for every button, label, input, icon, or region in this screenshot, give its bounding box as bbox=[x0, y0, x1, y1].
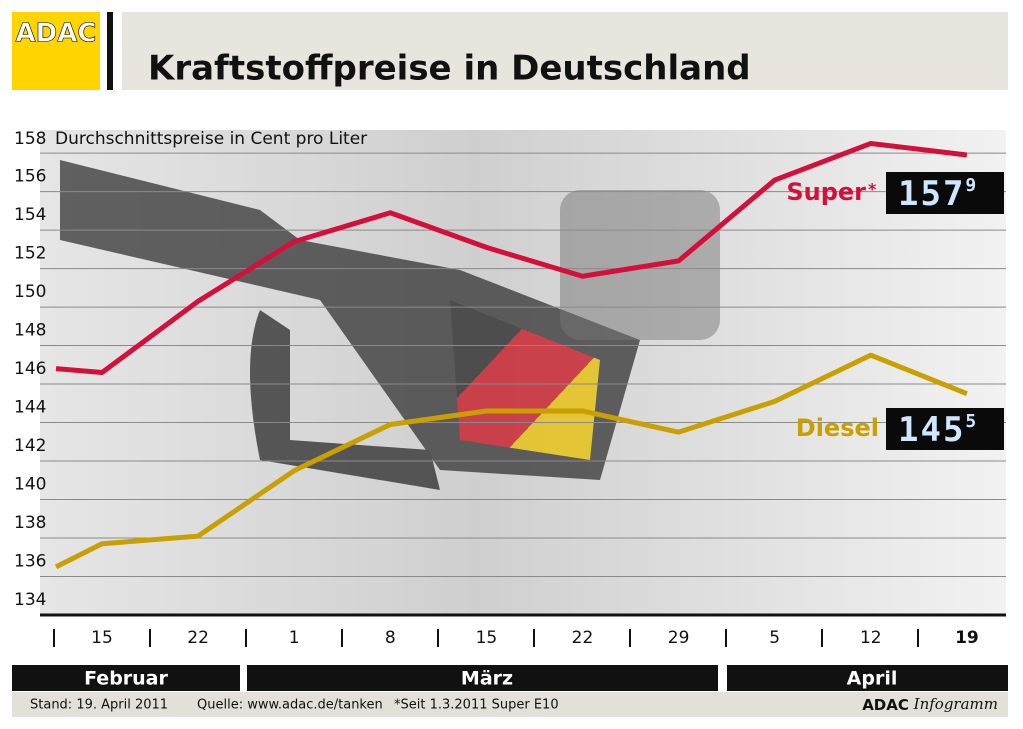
y-tick-label: 152 bbox=[14, 244, 46, 264]
price-display bbox=[886, 408, 1004, 450]
series-line bbox=[55, 140, 968, 375]
price-display bbox=[886, 172, 1004, 214]
y-tick-label: 134 bbox=[14, 590, 46, 610]
x-tick-label: 8 bbox=[385, 628, 396, 648]
y-tick-label: 144 bbox=[14, 398, 46, 418]
month-bar bbox=[12, 665, 240, 691]
logo: ADAC bbox=[16, 19, 97, 49]
y-tick-label: 154 bbox=[14, 205, 46, 225]
month-bar bbox=[727, 665, 1008, 691]
month-label: April bbox=[847, 668, 898, 690]
x-tick-label: 1 bbox=[289, 628, 300, 648]
price-main: 157 bbox=[898, 174, 965, 214]
x-tick-label: 5 bbox=[769, 628, 780, 648]
x-tick-label: 19 bbox=[955, 628, 979, 648]
price-sup: 5 bbox=[965, 411, 978, 432]
price-sup: 9 bbox=[965, 175, 978, 196]
x-tick-label: 12 bbox=[860, 628, 882, 648]
footer-bar bbox=[12, 692, 1008, 717]
legend-note: * bbox=[868, 180, 877, 199]
month-bar bbox=[247, 665, 718, 691]
price-main: 145 bbox=[898, 410, 965, 450]
logo-box bbox=[12, 12, 100, 90]
brand-sub: Infogramm bbox=[913, 695, 998, 713]
month-label: März bbox=[461, 668, 513, 690]
legend-name: Diesel bbox=[796, 414, 879, 442]
x-tick-label: 15 bbox=[476, 628, 498, 648]
y-tick-label: 148 bbox=[14, 321, 46, 341]
y-tick-label: 156 bbox=[14, 167, 46, 187]
x-tick-label: 29 bbox=[668, 628, 690, 648]
legend-label: Super bbox=[786, 178, 866, 206]
divider bbox=[107, 12, 113, 90]
footer-brand: ADAC Infogramm bbox=[862, 695, 998, 714]
footer-note: *Seit 1.3.2011 Super E10 bbox=[394, 698, 559, 713]
title-bar bbox=[122, 12, 1008, 90]
y-tick-label: 142 bbox=[14, 436, 46, 456]
month-label: Februar bbox=[84, 668, 168, 690]
y-tick-label: 138 bbox=[14, 513, 46, 533]
y-tick-label: 150 bbox=[14, 282, 46, 302]
x-tick-label: 22 bbox=[187, 628, 209, 648]
brand: ADAC bbox=[862, 696, 909, 714]
y-tick-label: 136 bbox=[14, 552, 46, 572]
y-tick-label: 158 bbox=[14, 129, 46, 149]
footer-source: Quelle: www.adac.de/tanken bbox=[197, 698, 383, 713]
x-tick-label: 22 bbox=[572, 628, 594, 648]
price-display-text: 1579 bbox=[898, 174, 978, 214]
series-line bbox=[54, 352, 968, 570]
y-tick-label: 146 bbox=[14, 359, 46, 379]
price-display-text: 1455 bbox=[898, 410, 978, 450]
footer-stand: Stand: 19. April 2011 bbox=[30, 698, 168, 713]
legend-label: Diesel bbox=[796, 414, 879, 442]
x-tick-label: 15 bbox=[91, 628, 113, 648]
y-tick-label: 140 bbox=[14, 475, 46, 495]
title: Kraftstoffpreise in Deutschland bbox=[148, 49, 751, 89]
subtitle: Durchschnittspreise in Cent pro Liter bbox=[55, 129, 367, 149]
legend-name: Super bbox=[786, 178, 866, 206]
